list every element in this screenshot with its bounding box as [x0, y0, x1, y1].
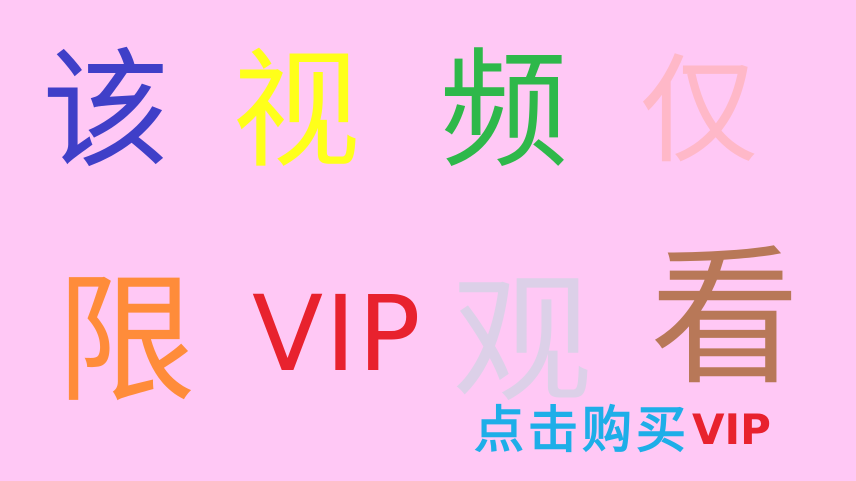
headline-char-7: 观 — [452, 260, 593, 423]
buy-vip-label: 点击购买 — [474, 401, 690, 459]
headline-char-3: 频 — [440, 37, 569, 186]
headline-char-4: 仅 — [640, 42, 759, 180]
headline-char-2: 视 — [232, 37, 361, 186]
headline-char-8: 看 — [650, 232, 801, 406]
buy-vip-link[interactable]: 点击购买 VIP — [474, 402, 771, 458]
headline-char-5: 限 — [56, 260, 197, 423]
headline-vip: VIP — [252, 273, 423, 395]
buy-vip-vip-text: VIP — [692, 405, 771, 454]
headline-char-1: 该 — [42, 37, 171, 186]
